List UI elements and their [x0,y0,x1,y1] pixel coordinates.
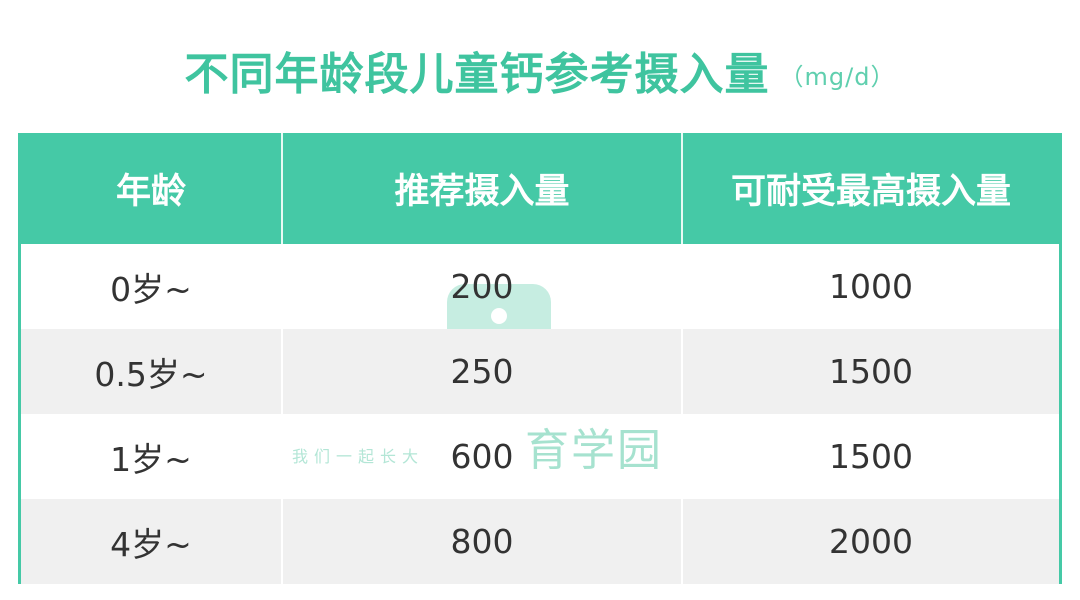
cell-max-tolerable: 1500 [829,352,913,391]
page-title: 不同年龄段儿童钙参考摄入量 （mg/d） [0,38,1080,102]
table-row: 0岁~ 200 1000 [21,244,1059,329]
header-age: 年龄 [21,133,283,244]
title-unit: （mg/d） [779,63,896,91]
table-row: 1岁~ 600 1500 [21,414,1059,499]
header-recommended: 推荐摄入量 [283,133,683,244]
cell-age: 1岁~ [21,414,283,499]
header-max-tolerable: 可耐受最高摄入量 [730,172,1011,212]
table-header-row: 年龄 推荐摄入量 可耐受最高摄入量 [21,133,1059,244]
calcium-intake-table: 年龄 推荐摄入量 可耐受最高摄入量 0岁~ 200 1000 0.5岁~ 250… [18,133,1062,584]
title-text: 不同年龄段儿童钙参考摄入量 [184,49,770,100]
cell-age: 0.5岁~ [21,329,283,414]
table-row: 4岁~ 800 2000 [21,499,1059,584]
cell-max-tolerable: 2000 [829,522,913,561]
cell-recommended: 250 [283,329,683,414]
cell-max-tolerable: 1500 [829,437,913,476]
cell-recommended: 800 [283,499,683,584]
cell-recommended: 600 [283,414,683,499]
table-row: 0.5岁~ 250 1500 [21,329,1059,414]
cell-recommended: 200 [283,244,683,329]
cell-max-tolerable: 1000 [829,267,913,306]
cell-age: 0岁~ [21,244,283,329]
cell-age: 4岁~ [21,499,283,584]
